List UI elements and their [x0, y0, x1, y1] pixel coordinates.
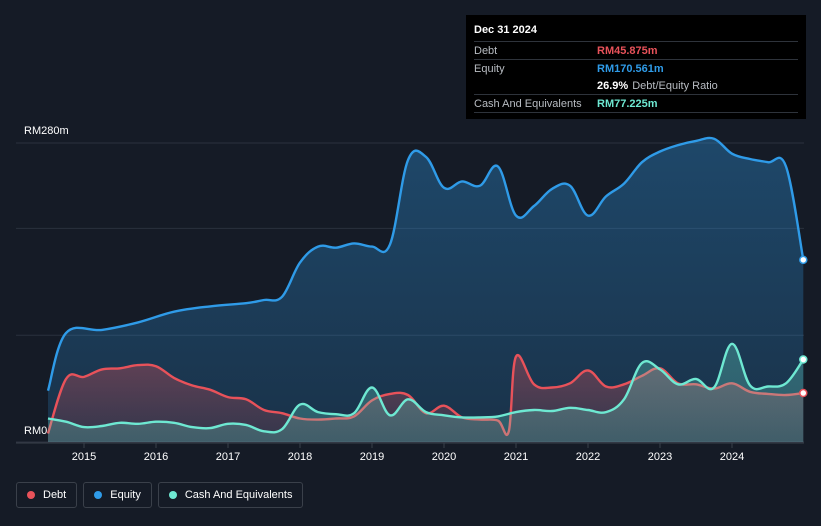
- tooltip-value: 26.9%: [597, 79, 629, 92]
- x-tick-label: 2024: [719, 451, 745, 463]
- equity-line: [46, 136, 805, 392]
- x-tick-label: 2016: [143, 451, 169, 463]
- cash-and-equivalents-line: [47, 342, 805, 434]
- tooltip-row-ratio: 26.9% Debt/Equity Ratio: [474, 77, 798, 94]
- x-tick-label: 2015: [71, 451, 97, 463]
- y-axis-top-label: RM280m: [24, 125, 69, 137]
- tooltip-ratio-suffix: Debt/Equity Ratio: [632, 79, 718, 92]
- x-tick-label: 2017: [215, 451, 241, 463]
- legend-label: Cash And Equivalents: [184, 489, 293, 501]
- x-tick-label: 2018: [287, 451, 313, 463]
- tooltip-label: Debt: [474, 44, 498, 57]
- tooltip-label: Equity: [474, 62, 505, 75]
- x-tick-label: 2023: [647, 451, 673, 463]
- tooltip-row-debt: Debt RM45.875m: [474, 41, 798, 59]
- equity-area: [48, 137, 804, 443]
- debt-end-marker: [799, 388, 808, 398]
- equity-end-marker: [799, 255, 808, 265]
- equity-dot-icon: [94, 491, 103, 499]
- legend-item-equity[interactable]: Equity: [83, 482, 152, 508]
- x-tick-label: 2019: [359, 451, 385, 463]
- legend: Debt Equity Cash And Equivalents: [16, 482, 304, 508]
- legend-label: Debt: [43, 489, 67, 501]
- cash-and-equivalents-area: [48, 343, 804, 442]
- tooltip-date: Dec 31 2024: [474, 24, 537, 36]
- data-tooltip: Dec 31 2024 Debt RM45.875m Equity RM170.…: [466, 15, 806, 119]
- tooltip-row-equity: Equity RM170.561m: [474, 59, 798, 77]
- legend-label: Equity: [110, 489, 141, 501]
- cash-dot-icon: [168, 491, 177, 499]
- tooltip-row-cash: Cash And Equivalents RM77.225m: [474, 94, 798, 113]
- x-tick-label: 2020: [431, 451, 457, 463]
- tooltip-value: RM77.225m: [597, 97, 658, 110]
- debt-dot-icon: [27, 491, 35, 499]
- y-axis-bottom-label: RM0: [24, 425, 48, 437]
- x-tick-label: 2021: [503, 451, 529, 463]
- tooltip-value: RM45.875m: [597, 44, 658, 57]
- legend-item-debt[interactable]: Debt: [16, 482, 78, 508]
- legend-item-cash[interactable]: Cash And Equivalents: [157, 482, 304, 508]
- x-tick-label: 2022: [575, 451, 601, 463]
- tooltip-label: Cash And Equivalents: [474, 97, 582, 110]
- cash-and-equivalents-end-marker: [799, 355, 808, 364]
- tooltip-value: RM170.561m: [597, 62, 664, 75]
